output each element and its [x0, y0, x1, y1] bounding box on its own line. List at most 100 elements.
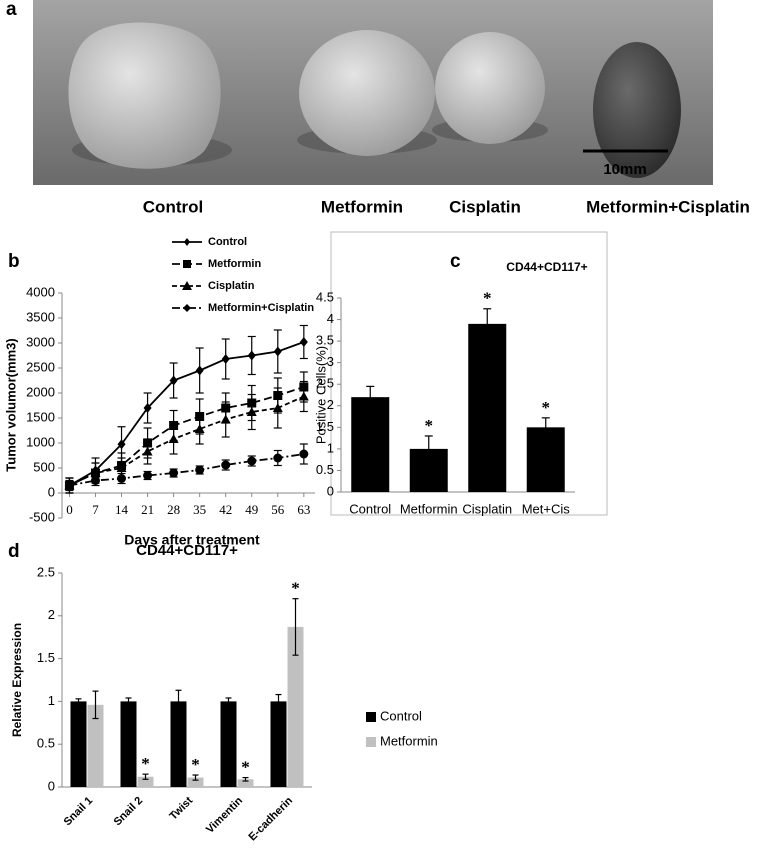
- marker: [246, 407, 257, 416]
- y-tick-label: 3: [327, 354, 334, 369]
- significance: *: [483, 289, 492, 308]
- marker: [195, 365, 204, 376]
- y-tick-label: 3.5: [316, 333, 334, 348]
- legend-label: Metformin: [380, 733, 438, 748]
- panel-label: d: [8, 541, 20, 562]
- marker: [247, 350, 256, 361]
- legend-marker: [183, 304, 191, 312]
- legend-marker: [184, 238, 190, 246]
- x-tick-label: 63: [297, 502, 310, 517]
- marker: [221, 354, 230, 364]
- marker: [272, 403, 283, 412]
- marker: [273, 453, 283, 463]
- x-tick-label: Control: [349, 501, 391, 516]
- y-axis-label: Tumor volumor(mm3): [3, 338, 18, 471]
- chart-title: CD44+CD117+: [506, 260, 587, 274]
- legend-marker: [182, 281, 192, 290]
- marker: [142, 446, 153, 456]
- y-tick-label: 4000: [26, 284, 55, 299]
- x-tick-label: Met+Cis: [522, 501, 571, 516]
- y-tick-label: 500: [33, 459, 55, 474]
- x-tick-label: Metformin: [400, 501, 458, 516]
- y-tick-label: 4: [327, 311, 334, 326]
- marker: [116, 463, 127, 472]
- legend-marker: [183, 260, 191, 268]
- line: [69, 453, 304, 487]
- y-tick-label: 1.5: [316, 419, 334, 434]
- x-tick-label: Snail 2: [112, 795, 146, 829]
- significance: *: [291, 579, 300, 598]
- line: [69, 395, 305, 487]
- chart-title: CD44+CD117+: [136, 542, 238, 559]
- group-label: Cisplatin: [449, 197, 521, 216]
- marker: [299, 449, 309, 459]
- significance: *: [425, 416, 434, 435]
- marker: [194, 424, 205, 433]
- panel-label: b: [8, 251, 20, 272]
- y-tick-label: 2500: [26, 359, 55, 374]
- y-tick-label: 1000: [26, 434, 55, 449]
- marker: [64, 481, 74, 490]
- x-tick-label: Cisplatin: [462, 501, 512, 516]
- x-tick-label: 14: [115, 502, 129, 517]
- marker: [298, 391, 309, 401]
- group-label: Metformin: [321, 197, 403, 216]
- y-tick-label: 1: [48, 693, 55, 708]
- marker: [143, 403, 152, 413]
- x-tick-label: 42: [219, 502, 232, 517]
- y-tick-label: 4.5: [316, 289, 334, 304]
- marker: [90, 476, 100, 485]
- x-tick-label: Snail 1: [62, 795, 96, 829]
- group-label: Control: [143, 197, 203, 216]
- x-tick-label: 49: [245, 502, 258, 517]
- y-tick-label: 0.5: [316, 462, 334, 477]
- bar: [70, 701, 87, 787]
- legend-label: Control: [380, 708, 422, 723]
- legend-swatch: [366, 737, 376, 747]
- marker: [221, 460, 231, 470]
- y-tick-label: 2.5: [37, 564, 55, 579]
- x-tick-label: 35: [193, 502, 206, 517]
- y-tick-label: 1.5: [37, 650, 55, 665]
- y-tick-label: 2.5: [316, 376, 334, 391]
- y-axis-label: Positive Cells(%): [313, 346, 328, 444]
- panel-label: a: [6, 0, 17, 20]
- x-tick-label: 7: [92, 502, 99, 517]
- panel-frame: [330, 231, 608, 516]
- marker: [169, 468, 179, 478]
- bar: [87, 704, 104, 787]
- x-tick-label: 28: [167, 502, 180, 517]
- marker: [273, 346, 282, 357]
- legend-label: Control: [208, 236, 247, 248]
- x-tick-label: 56: [271, 502, 285, 517]
- marker: [117, 439, 126, 450]
- x-tick-label: Vimentin: [204, 795, 245, 836]
- legend-label: Cisplatin: [208, 280, 255, 292]
- bar: [351, 397, 390, 492]
- line: [68, 341, 305, 487]
- y-tick-label: 1500: [26, 409, 55, 424]
- marker: [117, 474, 127, 483]
- bar: [287, 626, 304, 787]
- bar: [526, 427, 565, 492]
- bar: [237, 779, 254, 787]
- marker: [247, 456, 257, 466]
- group-label: Metformin+Cisplatin: [586, 197, 750, 216]
- y-tick-label: 0: [48, 778, 55, 793]
- marker: [220, 414, 231, 424]
- bar: [137, 776, 154, 787]
- y-tick-label: 0: [48, 484, 55, 499]
- significance: *: [542, 398, 551, 417]
- panel-label: c: [450, 251, 461, 272]
- y-tick-label: 3000: [26, 334, 55, 349]
- marker: [90, 468, 101, 477]
- bar: [120, 701, 137, 787]
- photo: [33, 0, 713, 185]
- legend-label: Metformin: [208, 258, 261, 270]
- marker: [195, 465, 205, 475]
- x-tick-label: Twist: [167, 794, 195, 822]
- x-tick-label: E-cadherin: [246, 795, 295, 844]
- x-axis-label: Days after treatment: [124, 532, 260, 548]
- bar: [170, 701, 187, 787]
